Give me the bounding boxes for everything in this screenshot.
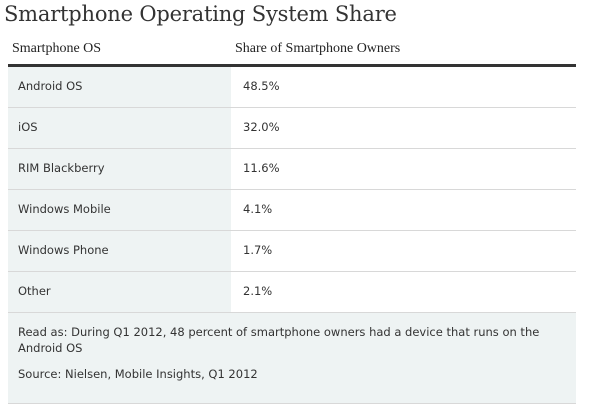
read-as-note: Read as: During Q1 2012, 48 percent of s… [18, 325, 540, 355]
column-header-share: Share of Smartphone Owners [235, 41, 401, 56]
table-row: Other 2.1% [8, 272, 576, 313]
share-value: 48.5% [243, 79, 280, 93]
page-title: Smartphone Operating System Share [4, 2, 397, 26]
column-header-os: Smartphone OS [12, 41, 102, 56]
os-name: iOS [18, 120, 38, 134]
share-value: 1.7% [243, 243, 273, 257]
os-name: Windows Mobile [18, 202, 111, 216]
data-table: Android OS 48.5% iOS 32.0% RIM Blackberr… [8, 67, 576, 313]
source-note: Source: Nielsen, Mobile Insights, Q1 201… [18, 367, 258, 381]
share-value: 11.6% [243, 161, 280, 175]
table-row: RIM Blackberry 11.6% [8, 149, 576, 190]
share-value: 4.1% [243, 202, 273, 216]
share-value: 2.1% [243, 284, 273, 298]
os-name: Android OS [18, 79, 83, 93]
table-row: Windows Mobile 4.1% [8, 190, 576, 231]
share-value: 32.0% [243, 120, 280, 134]
os-name: Windows Phone [18, 243, 109, 257]
os-name: Other [18, 284, 51, 298]
footnote: Read as: During Q1 2012, 48 percent of s… [8, 313, 576, 404]
os-name: RIM Blackberry [18, 161, 105, 175]
table-row: Windows Phone 1.7% [8, 231, 576, 272]
table-header: Smartphone OS Share of Smartphone Owners [8, 36, 576, 67]
table-row: iOS 32.0% [8, 108, 576, 149]
table-row: Android OS 48.5% [8, 67, 576, 108]
